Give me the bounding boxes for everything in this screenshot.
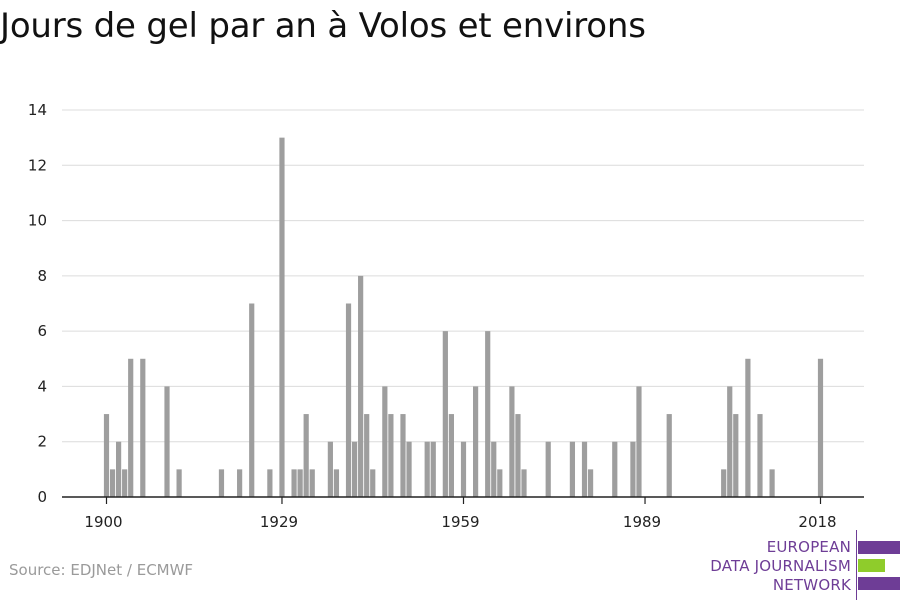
bar: [521, 469, 527, 497]
bar: [442, 331, 448, 497]
bar: [237, 469, 243, 497]
bar: [497, 469, 503, 497]
bars: [103, 137, 824, 497]
y-tick-label: 2: [37, 433, 47, 451]
x-tick-labels: 1900 1929 1959 1989 2018: [84, 497, 837, 531]
bar: [345, 303, 352, 497]
bar: [291, 469, 297, 497]
bar: [733, 414, 739, 497]
bar: [636, 386, 642, 497]
bar: [109, 469, 116, 497]
bar-chart: 0 2 4 6 8 10 12 14 1900 1929 1959 1989 2018: [28, 101, 864, 531]
bar: [460, 441, 467, 497]
bar: [757, 414, 763, 497]
x-tick-label: 1989: [623, 513, 661, 531]
bar: [817, 358, 824, 497]
bar: [424, 441, 430, 497]
bar: [721, 469, 727, 497]
bar: [267, 469, 273, 497]
bar: [370, 469, 376, 497]
bar: [745, 358, 751, 497]
source-note: Source: EDJNet / ECMWF: [9, 561, 194, 579]
bar: [122, 469, 128, 497]
bar: [358, 275, 364, 497]
x-tick-label: 1900: [84, 513, 122, 531]
bar: [473, 386, 479, 497]
bar: [612, 441, 618, 497]
logo-bar-green: [858, 559, 885, 572]
y-tick-labels: 0 2 4 6 8 10 12 14: [28, 101, 47, 506]
y-tick-label: 8: [37, 267, 47, 285]
x-tick-label: 1959: [441, 513, 479, 531]
bar: [382, 386, 388, 497]
bar: [400, 414, 406, 497]
logo-bar-purple-top: [858, 541, 900, 554]
bar: [587, 469, 594, 497]
bar: [140, 358, 146, 497]
chart-title: Jours de gel par an à Volos et environs: [0, 6, 646, 46]
bar: [515, 414, 521, 497]
bar: [327, 441, 333, 497]
y-tick-label: 12: [28, 156, 47, 174]
bar: [364, 414, 370, 497]
x-tick-label: 1929: [260, 513, 298, 531]
bar: [164, 386, 170, 497]
bar: [727, 386, 733, 497]
edjnet-logo: EUROPEAN DATA JOURNALISM NETWORK: [700, 530, 900, 600]
bar: [303, 414, 309, 497]
bar: [333, 469, 340, 497]
bar: [448, 414, 454, 497]
logo-bar-purple-bottom: [858, 577, 900, 590]
y-tick-label: 4: [37, 377, 47, 395]
gridlines: [62, 109, 864, 443]
y-tick-label: 14: [28, 101, 47, 119]
bar: [630, 441, 636, 497]
bar: [581, 441, 588, 497]
bar: [569, 441, 576, 497]
bar: [249, 303, 255, 497]
bar: [509, 386, 515, 497]
bar: [430, 441, 436, 497]
bar: [309, 469, 315, 497]
bar: [176, 469, 182, 497]
bar: [388, 414, 394, 497]
bar: [666, 414, 672, 497]
bar: [128, 358, 134, 497]
bar: [218, 469, 225, 497]
logo-line-european: EUROPEAN: [766, 538, 851, 556]
y-tick-label: 10: [28, 212, 47, 230]
y-tick-label: 6: [37, 322, 47, 340]
logo-line-data-journalism: DATA JOURNALISM: [710, 557, 851, 575]
bar: [279, 137, 285, 497]
bar: [103, 414, 110, 497]
y-tick-label: 0: [37, 488, 47, 506]
logo-rule: [856, 530, 857, 600]
bar: [406, 441, 412, 497]
logo-line-network: NETWORK: [772, 576, 851, 594]
bar: [297, 469, 303, 497]
bar: [491, 441, 497, 497]
bar: [116, 441, 122, 497]
bar: [545, 441, 551, 497]
bar: [351, 441, 358, 497]
bar: [769, 469, 775, 497]
bar: [485, 331, 491, 497]
x-tick-label: 2018: [798, 513, 836, 531]
